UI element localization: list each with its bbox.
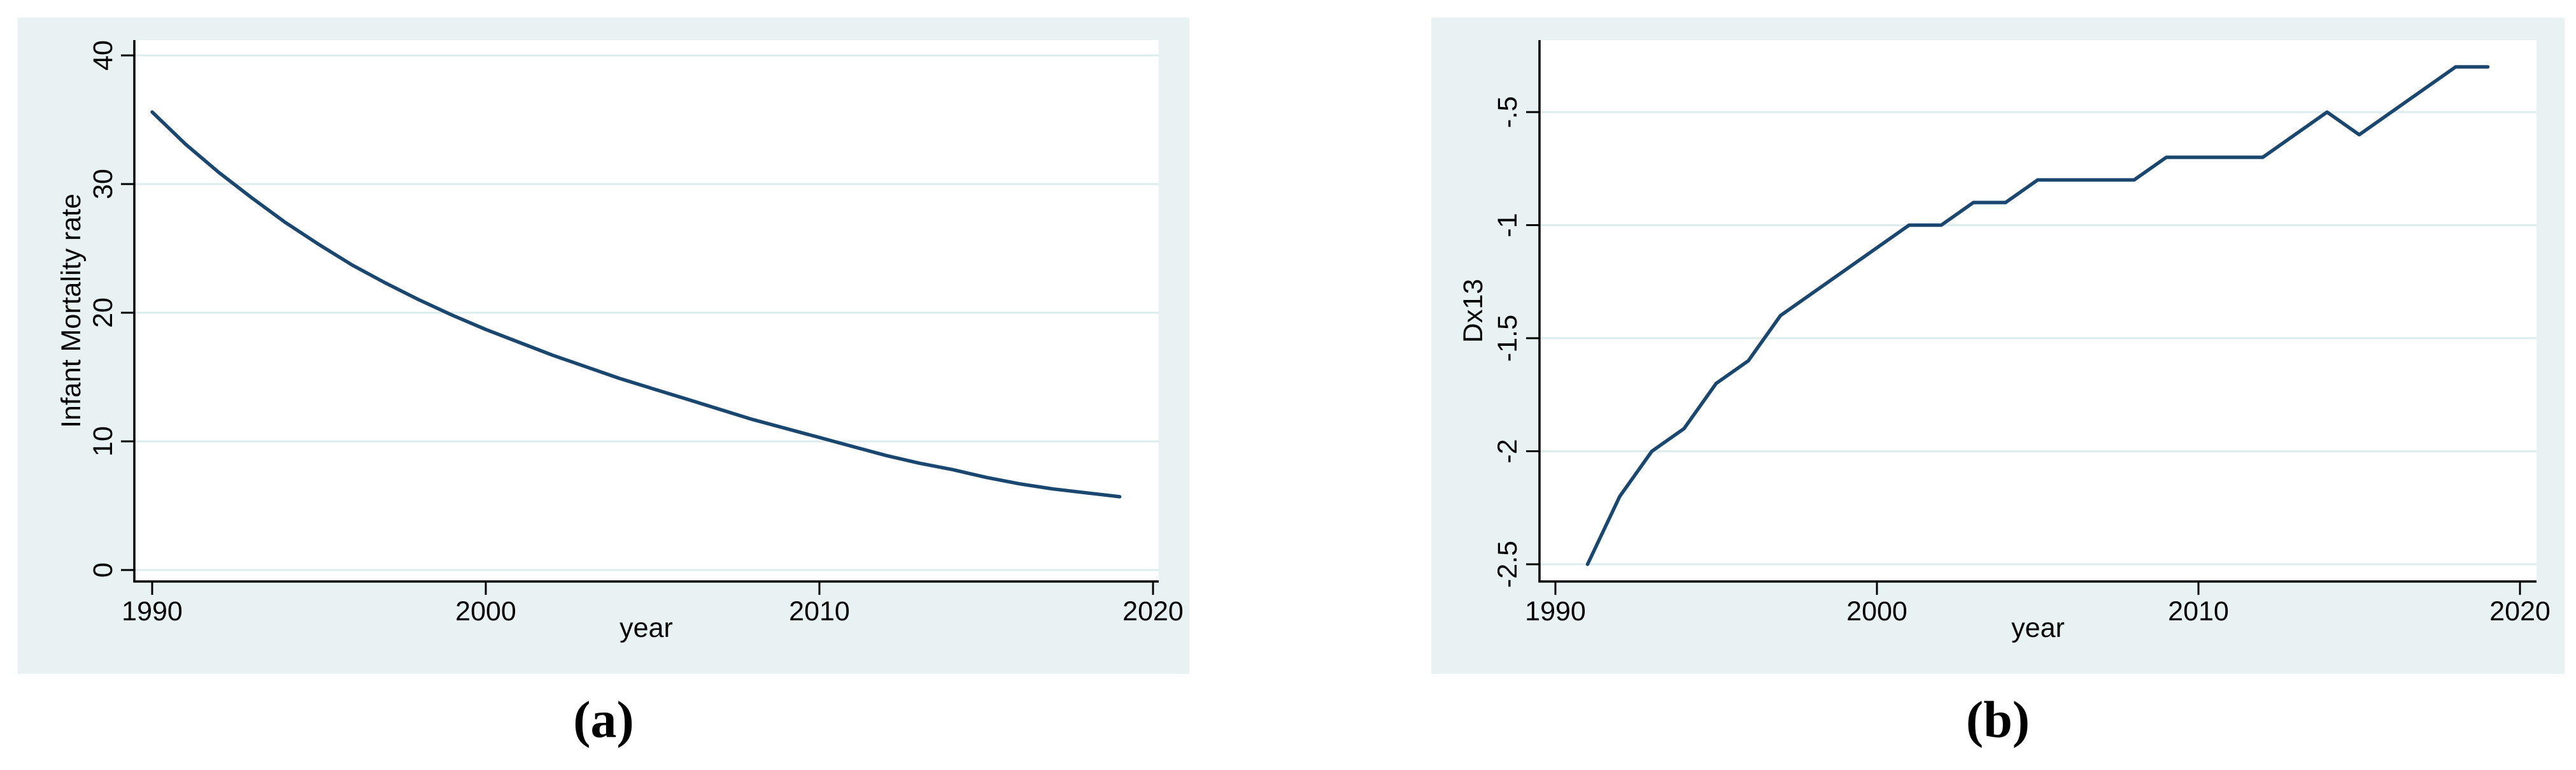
x-axis-title: year bbox=[619, 613, 673, 643]
x-tick-label: 1990 bbox=[1525, 596, 1586, 627]
y-tick-label: 40 bbox=[88, 40, 118, 71]
y-tick-label: -1.5 bbox=[1492, 315, 1523, 362]
x-tick-label: 2020 bbox=[1122, 596, 1184, 627]
y-tick-label: -1 bbox=[1492, 213, 1523, 237]
x-tick-label: 2000 bbox=[455, 596, 516, 627]
y-tick-label: -2.5 bbox=[1492, 541, 1523, 588]
series-line bbox=[1585, 65, 2490, 566]
y-tick-label: -.5 bbox=[1492, 96, 1523, 128]
y-axis-title: Dx13 bbox=[1458, 279, 1489, 343]
y-tick-label: 20 bbox=[88, 297, 118, 328]
y-axis-title: Infant Mortality rate bbox=[56, 194, 87, 428]
series-line bbox=[150, 110, 1122, 499]
x-axis-title: year bbox=[2011, 613, 2065, 643]
x-tick-label: 2010 bbox=[789, 596, 850, 627]
chart-b-panel: -.5 -1 -1.5 -2 -2.5 1990 2000 2010 2020 Dx13 year bbox=[1431, 18, 2565, 674]
chart-a: 0 10 20 30 40 1990 2000 2010 2020 Infant Mortalit… bbox=[56, 40, 1184, 643]
y-tick-label: 10 bbox=[88, 426, 118, 457]
chart-a-panel: 0 10 20 30 40 1990 2000 2010 2020 Infant Mortalit… bbox=[18, 18, 1189, 674]
y-tick-label: 30 bbox=[88, 169, 118, 199]
x-tick-label: 2010 bbox=[2168, 596, 2229, 627]
y-tick-label: 0 bbox=[88, 562, 118, 578]
y-tick-label: -2 bbox=[1492, 439, 1523, 463]
caption-b: (b) bbox=[1965, 690, 2030, 748]
plot-area bbox=[134, 40, 1159, 581]
x-tick-label: 1990 bbox=[122, 596, 183, 627]
caption-a: (a) bbox=[573, 690, 634, 748]
x-tick-label: 2020 bbox=[2489, 596, 2551, 627]
x-tick-label: 2000 bbox=[1846, 596, 1907, 627]
plot-area bbox=[1539, 40, 2537, 581]
